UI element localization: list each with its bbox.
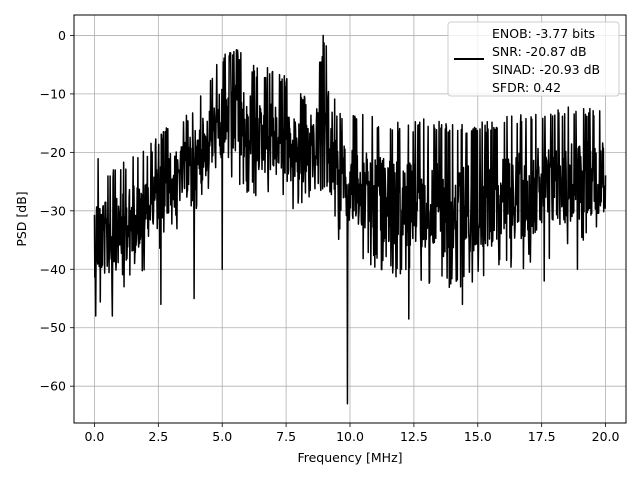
x-tick-label: 10.0 bbox=[336, 429, 364, 444]
x-tick-label: 15.0 bbox=[464, 429, 492, 444]
x-tick-label: 0.0 bbox=[84, 429, 104, 444]
y-tick-label: −60 bbox=[40, 379, 66, 394]
x-tick-label: 7.5 bbox=[276, 429, 296, 444]
y-tick-label: −30 bbox=[40, 203, 66, 218]
x-axis: 0.0 2.5 5.0 7.5 10.0 12.5 15.0 17.5 20.0 bbox=[84, 423, 620, 444]
y-axis-label: PSD [dB] bbox=[14, 191, 29, 246]
y-tick-label: 0 bbox=[58, 28, 66, 43]
x-tick-label: 12.5 bbox=[400, 429, 428, 444]
x-tick-label: 2.5 bbox=[148, 429, 168, 444]
legend-entry-line: SNR: -20.87 dB bbox=[492, 44, 587, 59]
y-tick-label: −40 bbox=[40, 262, 66, 277]
y-axis: 0 −10 −20 −30 −40 −50 −60 bbox=[40, 28, 74, 394]
legend-entry-line: SINAD: -20.93 dB bbox=[492, 62, 600, 77]
y-tick-label: −20 bbox=[40, 145, 66, 160]
legend-text-block: ENOB: -3.77 bits SNR: -20.87 dB SINAD: -20… bbox=[492, 26, 600, 95]
y-tick-label: −10 bbox=[40, 86, 66, 101]
legend-box bbox=[447, 21, 620, 97]
legend-entry-line: ENOB: -3.77 bits bbox=[492, 26, 595, 41]
psd-series-line bbox=[93, 34, 607, 405]
plot-area bbox=[93, 34, 607, 405]
x-tick-label: 17.5 bbox=[528, 429, 556, 444]
x-axis-label: Frequency [MHz] bbox=[297, 450, 402, 465]
x-tick-label: 5.0 bbox=[212, 429, 232, 444]
x-tick-label: 20.0 bbox=[592, 429, 620, 444]
legend: ENOB: -3.77 bits SNR: -20.87 dB SINAD: -20… bbox=[447, 21, 620, 97]
legend-entry-line: SFDR: 0.42 bbox=[492, 80, 561, 95]
y-tick-label: −50 bbox=[40, 320, 66, 335]
